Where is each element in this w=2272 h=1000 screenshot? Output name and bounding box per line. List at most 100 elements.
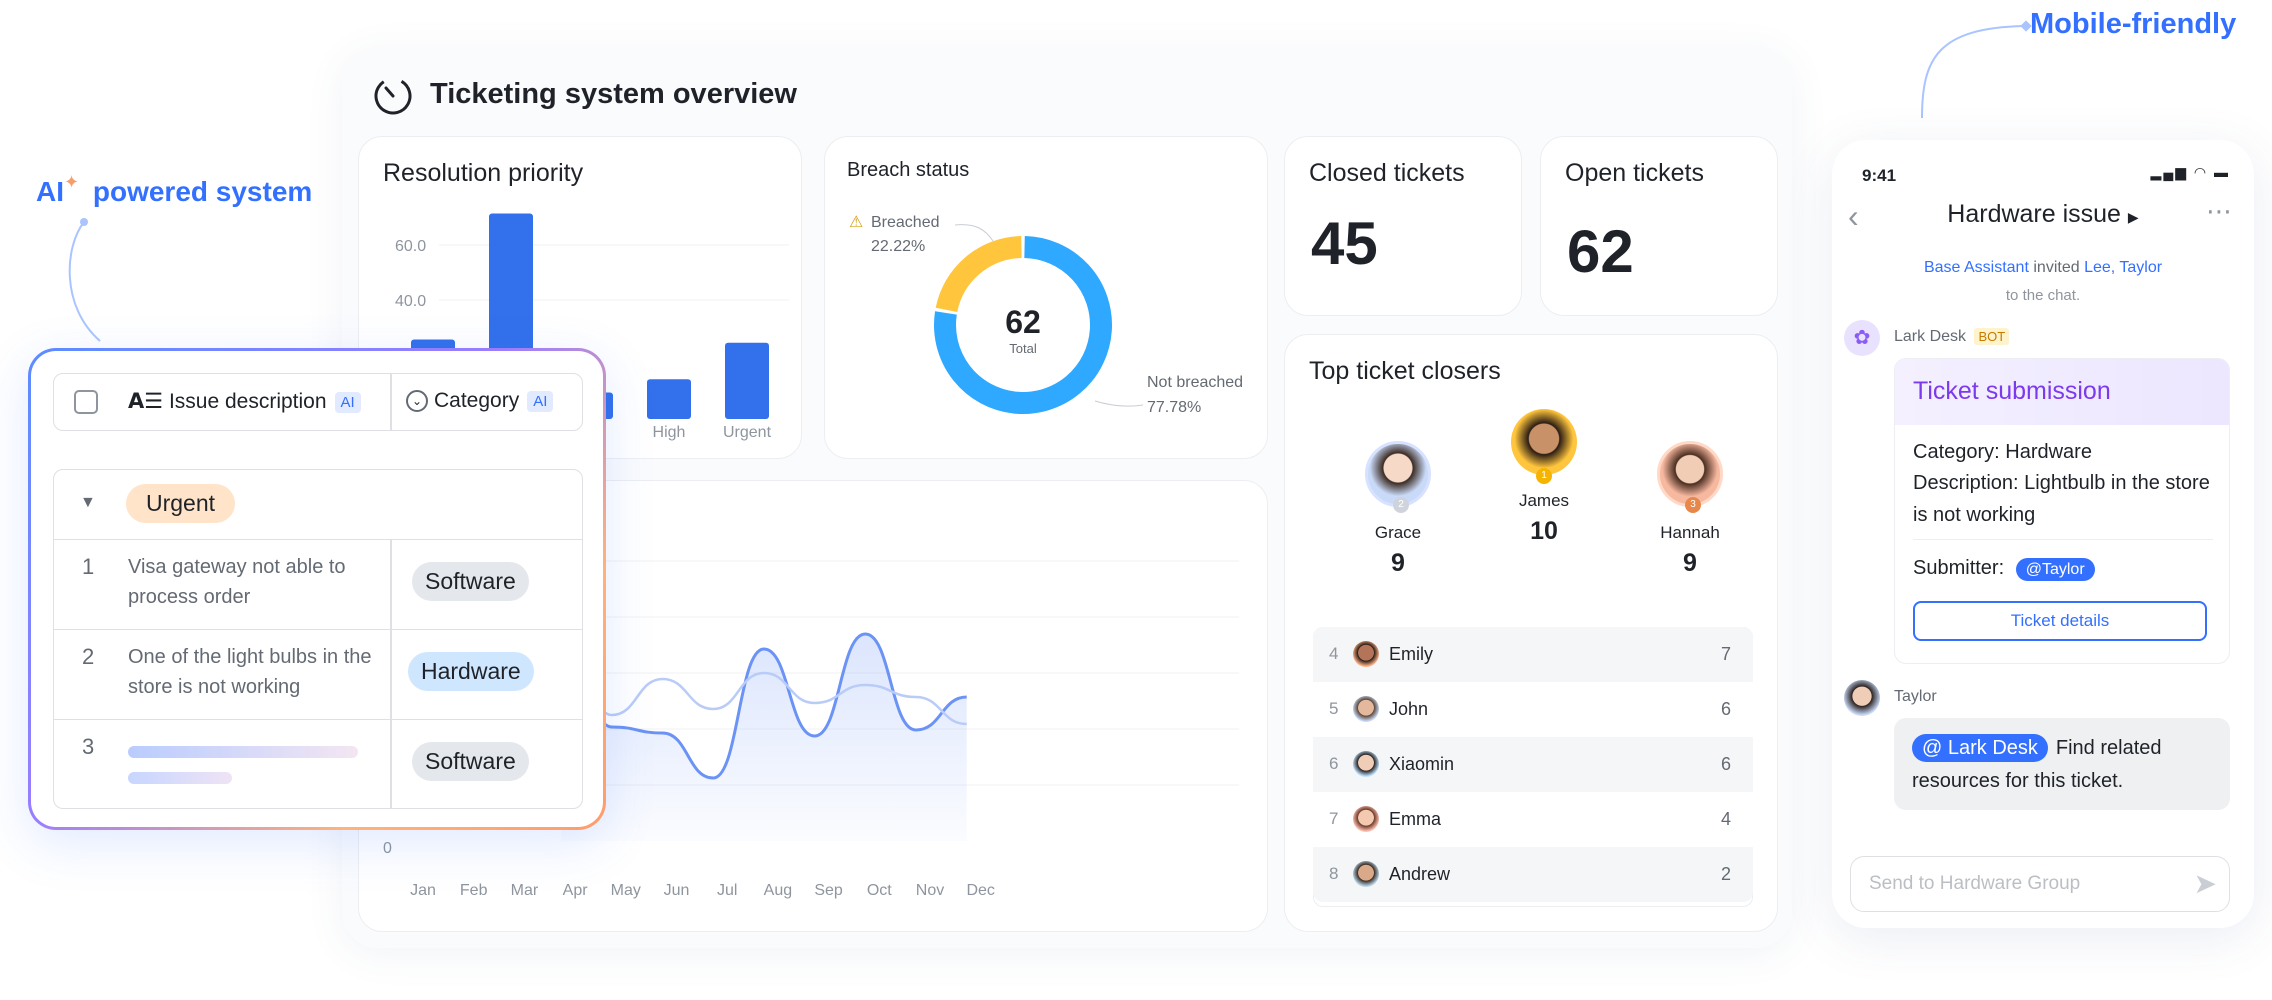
rank-badge: 1 (1536, 468, 1552, 484)
text-align-icon: A☰ (128, 389, 164, 413)
list-item: 4 Emily 7 (1313, 627, 1753, 682)
month-label: Apr (563, 882, 589, 899)
caret-down-icon[interactable]: ▼ (80, 494, 96, 511)
ai-suffix: powered system (92, 176, 313, 207)
month-label: Jul (717, 882, 737, 899)
avatar (1844, 680, 1880, 716)
closer-name: Grace (1374, 523, 1422, 542)
rank-badge: 3 (1685, 497, 1701, 513)
month-label: Sep (814, 882, 843, 899)
loading-placeholder (128, 746, 358, 758)
list-item: 6 Xiaomin 6 (1313, 737, 1753, 792)
table-row[interactable]: 1 Visa gateway not able to process order… (54, 540, 582, 630)
avatar (1353, 696, 1379, 722)
mobile-label: Mobile-friendly (2030, 8, 2237, 40)
month-label: Nov (916, 882, 944, 899)
select-all-checkbox[interactable] (74, 390, 98, 414)
breached-pct: 22.22% (871, 238, 925, 255)
dashboard-title: Ticketing system overview (430, 78, 797, 110)
series-line-2 (560, 620, 967, 726)
table-header: A☰ Issue description AI ⌄ Category AI (53, 373, 583, 431)
podium-james: 1 James 10 (1489, 409, 1599, 546)
podium-hannah: 3 Hannah 9 (1635, 441, 1745, 578)
tick-label: 40.0 (395, 293, 426, 310)
list-item: 8 Andrew 2 (1313, 847, 1753, 902)
group-header[interactable]: ▼ Urgent (54, 470, 582, 540)
month-label: May (611, 882, 641, 899)
series-line-1 (560, 623, 967, 780)
back-chevron-icon[interactable]: ‹ (1848, 198, 1859, 234)
bar-urgent (725, 342, 769, 419)
chat-title[interactable]: Hardware issue ▶ (1947, 200, 2139, 228)
caret-right-icon: ▶ (2127, 209, 2139, 225)
list-item: 7 Emma 4 (1313, 792, 1753, 847)
closer-count: 9 (1683, 549, 1697, 577)
table-row[interactable]: 2 One of the light bulbs in the store is… (54, 630, 582, 720)
card-category: Category: Hardware (1913, 441, 2092, 463)
ticket-card-header: Ticket submission (1895, 359, 2229, 425)
status-icons: ▂▄▆ ◠ ▬ (2150, 164, 2230, 180)
invite-notice: Base Assistant invited Lee, Taylor to th… (1923, 259, 2163, 304)
tick-label: 60.0 (395, 238, 426, 255)
ai-connector-icon (68, 218, 101, 342)
ai-badge: AI (527, 390, 554, 412)
message-input[interactable]: Send to Hardware Group ➤ (1850, 856, 2230, 912)
month-label: Jun (664, 882, 690, 899)
rank-badge: 2 (1393, 497, 1409, 513)
timer-icon (374, 77, 412, 115)
breached-label: Breached (871, 214, 940, 231)
closer-count: 9 (1391, 549, 1405, 577)
month-label: Mar (511, 882, 539, 899)
mention-tag[interactable]: @ Lark Desk (1912, 734, 2048, 762)
ai-label: AI✦ powered system (36, 172, 313, 208)
month-label: Dec (966, 882, 994, 899)
month-label: Oct (867, 882, 892, 899)
loading-placeholder (128, 772, 232, 784)
ticket-details-button[interactable]: Ticket details (1913, 601, 2207, 641)
card-description: Description: Lightbulb in the store is n… (1913, 472, 2210, 526)
send-icon[interactable]: ➤ (2193, 868, 2217, 899)
ai-badge: AI (334, 391, 361, 413)
card-title: Open tickets (1565, 159, 1704, 187)
card-title: Resolution priority (383, 159, 584, 187)
column-issue-description[interactable]: A☰ Issue description AI (128, 389, 361, 414)
open-tickets-card: Open tickets 62 (1540, 136, 1778, 316)
input-placeholder: Send to Hardware Group (1869, 873, 2081, 894)
list-item: 5 John 6 (1313, 682, 1753, 737)
series-area (561, 625, 967, 841)
avatar (1353, 806, 1379, 832)
closer-name: Hannah (1660, 523, 1720, 542)
submitter-tag[interactable]: @Taylor (2015, 558, 2095, 581)
bot-badge: BOT (1974, 328, 2010, 345)
breach-donut-chart: 62 Total ⚠ Breached 22.22% Not breached … (849, 212, 1243, 416)
warning-icon: ⚠ (849, 212, 863, 231)
user-message: @ Lark Desk Find related resources for th… (1894, 718, 2230, 810)
podium-grace: 2 Grace 9 (1343, 441, 1453, 578)
top-closers-card: Top ticket closers 2 Grace 9 1 James 10 … (1284, 334, 1778, 932)
card-submitter: Submitter: @Taylor (1913, 557, 2095, 581)
table-body: ▼ Urgent 1 Visa gateway not able to proc… (53, 469, 583, 809)
avatar: 2 (1365, 441, 1431, 513)
avatar (1353, 751, 1379, 777)
category-tag: Software (412, 742, 529, 781)
month-label: Jan (410, 882, 436, 899)
column-category[interactable]: ⌄ Category AI (406, 389, 554, 413)
slice-not-breached (934, 236, 1112, 414)
card-title: Top ticket closers (1309, 357, 1501, 385)
slice-breached (935, 236, 1023, 313)
not-breached-pct: 77.78% (1147, 399, 1201, 416)
sparkle-icon: ✦ (64, 172, 80, 192)
table-row[interactable]: 3 Software (54, 720, 582, 808)
user-name: Taylor (1894, 688, 1937, 705)
mobile-chat: 9:41 ▂▄▆ ◠ ▬ ‹ Hardware issue ▶ ⋯ Base A… (1832, 140, 2254, 928)
ai-table-panel: A☰ Issue description AI ⌄ Category AI ▼ Urg… (28, 348, 606, 830)
avatar (1353, 641, 1379, 667)
zero-label: 0 (383, 840, 392, 857)
chevron-circle-icon: ⌄ (406, 390, 428, 413)
closer-name: James (1518, 491, 1570, 510)
more-icon[interactable]: ⋯ (2206, 196, 2232, 226)
bar-high (647, 379, 691, 419)
ticket-card: Ticket submission Category: Hardware Des… (1894, 358, 2230, 664)
mobile-connector-icon (1921, 20, 2032, 119)
donut-total-label: Total (1009, 341, 1037, 356)
